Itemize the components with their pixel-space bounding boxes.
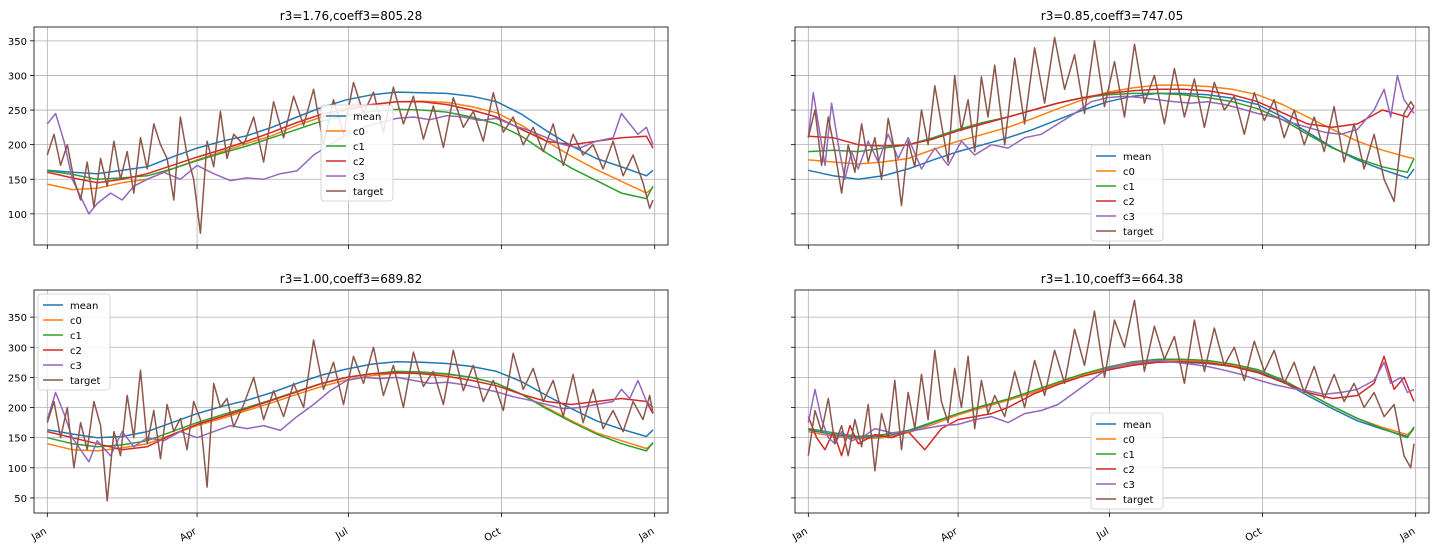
- chart0-legend-label-c1: c1: [353, 142, 365, 153]
- chart2-x-tick-label: Jan: [29, 526, 49, 544]
- chart3-x-tick-label: Jan: [790, 526, 810, 544]
- chart2-axes-frame: [33, 289, 669, 514]
- chart1-title: r3=0.85,coeff3=747.05: [1041, 9, 1183, 23]
- subplot-top-left: r3=1.76,coeff3=805.28 100 150 200 250 300 350 m…: [8, 9, 669, 249]
- chart0-y-tick-label: 250: [8, 106, 27, 117]
- chart3-series-c2: [807, 355, 1415, 457]
- chart1-axes-frame: [794, 26, 1430, 246]
- chart3-legend-label-c1: c1: [1123, 450, 1135, 461]
- chart2-x-tick-label: Jul: [333, 526, 350, 542]
- chart3-x-tick-label: Jan: [1397, 526, 1417, 544]
- chart2-legend-label-mean: mean: [70, 301, 98, 312]
- chart3-x-tick-label: Oct: [1244, 526, 1265, 544]
- chart0-legend-label-c0: c0: [353, 127, 365, 138]
- chart2-x-tick-label: Apr: [178, 526, 199, 544]
- subplot-bottom-left: r3=1.00,coeff3=689.82 50 100 150 200 250 300 35…: [8, 272, 669, 544]
- chart2-series-c2: [47, 371, 654, 451]
- chart3-series-c1: [808, 358, 1415, 439]
- chart2-legend-label-c3: c3: [70, 361, 82, 372]
- chart2-y-tick-label: 100: [8, 464, 27, 475]
- chart2-legend-label-c2: c2: [70, 346, 82, 357]
- chart2-title: r3=1.00,coeff3=689.82: [280, 272, 422, 286]
- chart0-y-tick-label: 200: [8, 141, 27, 152]
- chart3-x-tick-label: Jul: [1094, 526, 1111, 542]
- chart0-y-tick-label: 300: [8, 71, 27, 82]
- chart3-legend: mean c0 c1 c2 c3 target: [1090, 412, 1164, 510]
- chart1-series-target: [807, 36, 1415, 207]
- subplot-top-right: r3=0.85,coeff3=747.05 mean c0 c1 c2 c3 target: [791, 9, 1430, 249]
- chart2-series-target: [46, 339, 654, 502]
- chart2-y-tick-label: 300: [8, 343, 27, 354]
- subplot-bottom-right: r3=1.10,coeff3=664.38 Jan Apr Jul Oct Jan mean…: [790, 272, 1430, 544]
- chart1-legend-label-c2: c2: [1123, 197, 1135, 208]
- chart1-legend-label-target: target: [1123, 227, 1153, 238]
- chart1-legend-box: [1090, 144, 1164, 242]
- chart2-y-tick-label: 200: [8, 404, 27, 415]
- chart3-legend-label-target: target: [1123, 495, 1153, 506]
- chart0-y-tick-label: 350: [8, 37, 27, 48]
- chart1-series-c3: [807, 74, 1415, 181]
- chart3-legend-label-mean: mean: [1123, 420, 1151, 431]
- chart0-y-tick-label: 150: [8, 175, 27, 186]
- chart3-axes-frame: [794, 289, 1430, 514]
- chart2-x-tick-label: Oct: [483, 526, 504, 544]
- chart0-legend-label-c3: c3: [353, 172, 365, 183]
- chart3-legend-label-c3: c3: [1123, 480, 1135, 491]
- chart3-legend-label-c0: c0: [1123, 435, 1135, 446]
- chart2-y-tick-label: 50: [14, 494, 27, 505]
- chart0-axes-frame: [33, 26, 669, 246]
- chart2-legend-label-target: target: [70, 376, 100, 387]
- chart1-legend-label-c0: c0: [1123, 167, 1135, 178]
- chart2-y-tick-label: 350: [8, 313, 27, 324]
- chart0-series-target: [46, 81, 654, 234]
- chart1-legend-label-c1: c1: [1123, 182, 1135, 193]
- chart0-legend-label-target: target: [353, 187, 383, 198]
- chart0-legend-label-mean: mean: [353, 112, 381, 123]
- chart1-legend-label-c3: c3: [1123, 212, 1135, 223]
- chart3-legend-box: [1090, 412, 1164, 510]
- chart2-legend: mean c0 c1 c2 c3 target: [37, 293, 111, 391]
- chart2-y-tick-label: 150: [8, 434, 27, 445]
- chart2-series-mean: [47, 360, 654, 439]
- chart1-legend: mean c0 c1 c2 c3 target: [1090, 144, 1164, 242]
- chart1-series-mean: [808, 92, 1415, 181]
- chart2-x-tick-label: Jan: [636, 526, 656, 544]
- chart1-legend-label-mean: mean: [1123, 152, 1151, 163]
- chart3-legend-label-c2: c2: [1123, 465, 1135, 476]
- chart2-legend-box: [37, 293, 111, 391]
- chart2-y-tick-label: 250: [8, 373, 27, 384]
- chart0-legend-label-c2: c2: [353, 157, 365, 168]
- chart3-title: r3=1.10,coeff3=664.38: [1041, 272, 1183, 286]
- chart0-legend-box: [320, 104, 394, 202]
- chart2-legend-label-c0: c0: [70, 316, 82, 327]
- chart0-legend: mean c0 c1 c2 c3 target: [320, 104, 394, 202]
- chart0-y-tick-label: 100: [8, 210, 27, 221]
- chart0-title: r3=1.76,coeff3=805.28: [280, 9, 422, 23]
- chart3-series-target: [807, 299, 1415, 472]
- chart2-legend-label-c1: c1: [70, 331, 82, 342]
- chart3-x-tick-label: Apr: [939, 526, 960, 544]
